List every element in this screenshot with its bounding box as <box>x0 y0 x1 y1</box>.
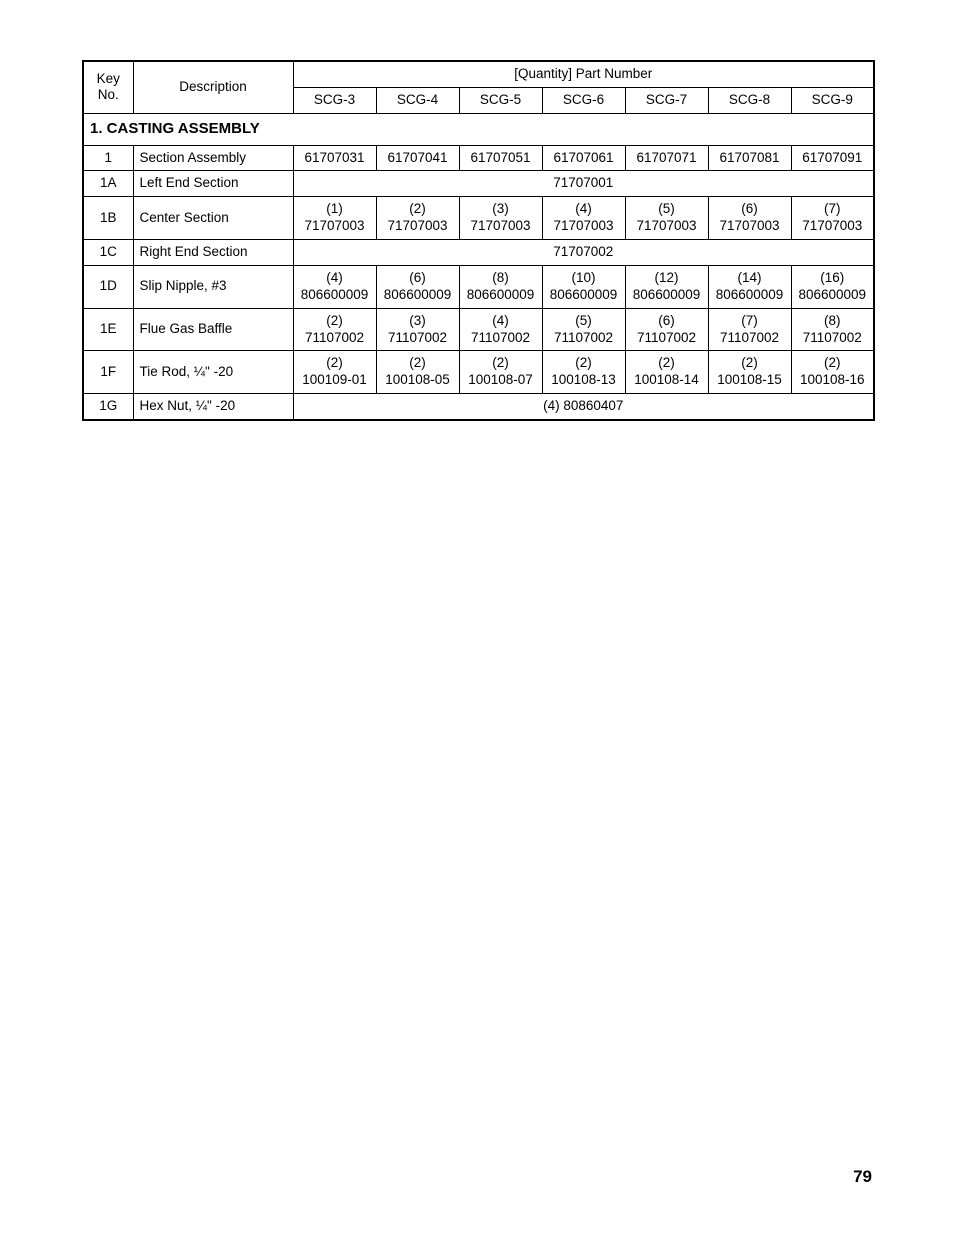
section-title: 1. CASTING ASSEMBLY <box>83 113 874 145</box>
part-number-cell-merged: 71707002 <box>293 240 874 266</box>
col-header-scg-8: SCG-8 <box>708 87 791 113</box>
key-no-cell: 1B <box>83 197 133 240</box>
key-no-cell: 1G <box>83 394 133 420</box>
key-no-cell: 1 <box>83 145 133 171</box>
part-number-cell: (2) 100108-16 <box>791 351 874 394</box>
key-no-cell: 1A <box>83 171 133 197</box>
part-number-cell: (4) 71707003 <box>542 197 625 240</box>
part-number-cell: (7) 71707003 <box>791 197 874 240</box>
part-number-cell: (3) 71707003 <box>459 197 542 240</box>
part-number-cell: (12) 806600009 <box>625 265 708 308</box>
key-no-cell: 1C <box>83 240 133 266</box>
part-number-cell: (6) 806600009 <box>376 265 459 308</box>
part-number-cell: 61707031 <box>293 145 376 171</box>
col-header-scg-3: SCG-3 <box>293 87 376 113</box>
section-header-row: 1. CASTING ASSEMBLY <box>83 113 874 145</box>
table-row: 1Section Assembly61707031617070416170705… <box>83 145 874 171</box>
col-header-scg-5: SCG-5 <box>459 87 542 113</box>
part-number-cell: (2) 71707003 <box>376 197 459 240</box>
col-header-scg-9: SCG-9 <box>791 87 874 113</box>
table-header-row-1: Key No. Description [Quantity] Part Numb… <box>83 61 874 87</box>
part-number-cell: (2) 100108-07 <box>459 351 542 394</box>
part-number-cell: (8) 71107002 <box>791 308 874 351</box>
description-cell: Section Assembly <box>133 145 293 171</box>
part-number-cell: 61707081 <box>708 145 791 171</box>
part-number-cell: (10) 806600009 <box>542 265 625 308</box>
description-cell: Right End Section <box>133 240 293 266</box>
part-number-cell: (2) 100109-01 <box>293 351 376 394</box>
col-header-key-no: Key No. <box>83 61 133 113</box>
col-header-scg-7: SCG-7 <box>625 87 708 113</box>
part-number-cell: 61707071 <box>625 145 708 171</box>
description-cell: Left End Section <box>133 171 293 197</box>
part-number-cell-merged: 71707001 <box>293 171 874 197</box>
part-number-cell: (16) 806600009 <box>791 265 874 308</box>
part-number-cell: 61707051 <box>459 145 542 171</box>
part-number-cell-merged: (4) 80860407 <box>293 394 874 420</box>
table-row: 1BCenter Section(1) 71707003(2) 71707003… <box>83 197 874 240</box>
part-number-cell: (2) 71107002 <box>293 308 376 351</box>
col-header-scg-6: SCG-6 <box>542 87 625 113</box>
part-number-cell: 61707041 <box>376 145 459 171</box>
part-number-cell: (1) 71707003 <box>293 197 376 240</box>
part-number-cell: (2) 100108-14 <box>625 351 708 394</box>
description-cell: Center Section <box>133 197 293 240</box>
part-number-cell: (2) 100108-13 <box>542 351 625 394</box>
parts-table: Key No. Description [Quantity] Part Numb… <box>82 60 875 421</box>
part-number-cell: (2) 100108-05 <box>376 351 459 394</box>
table-row: 1EFlue Gas Baffle(2) 71107002(3) 7110700… <box>83 308 874 351</box>
part-number-cell: (6) 71707003 <box>708 197 791 240</box>
part-number-cell: (2) 100108-15 <box>708 351 791 394</box>
part-number-cell: (5) 71107002 <box>542 308 625 351</box>
key-no-cell: 1F <box>83 351 133 394</box>
description-cell: Slip Nipple, #3 <box>133 265 293 308</box>
description-cell: Hex Nut, ¼" -20 <box>133 394 293 420</box>
col-header-description: Description <box>133 61 293 113</box>
part-number-cell: 61707061 <box>542 145 625 171</box>
part-number-cell: 61707091 <box>791 145 874 171</box>
col-header-qty-part-number: [Quantity] Part Number <box>293 61 874 87</box>
part-number-cell: (4) 71107002 <box>459 308 542 351</box>
key-no-cell: 1E <box>83 308 133 351</box>
col-header-scg-4: SCG-4 <box>376 87 459 113</box>
key-no-cell: 1D <box>83 265 133 308</box>
description-cell: Tie Rod, ¼" -20 <box>133 351 293 394</box>
table-row: 1ALeft End Section71707001 <box>83 171 874 197</box>
part-number-cell: (4) 806600009 <box>293 265 376 308</box>
part-number-cell: (8) 806600009 <box>459 265 542 308</box>
part-number-cell: (6) 71107002 <box>625 308 708 351</box>
page-number: 79 <box>853 1167 872 1187</box>
table-row: 1GHex Nut, ¼" -20(4) 80860407 <box>83 394 874 420</box>
table-row: 1CRight End Section71707002 <box>83 240 874 266</box>
part-number-cell: (3) 71107002 <box>376 308 459 351</box>
part-number-cell: (5) 71707003 <box>625 197 708 240</box>
table-row: 1FTie Rod, ¼" -20(2) 100109-01(2) 100108… <box>83 351 874 394</box>
table-row: 1DSlip Nipple, #3(4) 806600009(6) 806600… <box>83 265 874 308</box>
description-cell: Flue Gas Baffle <box>133 308 293 351</box>
part-number-cell: (7) 71107002 <box>708 308 791 351</box>
part-number-cell: (14) 806600009 <box>708 265 791 308</box>
table-body: 1. CASTING ASSEMBLY 1Section Assembly617… <box>83 113 874 420</box>
